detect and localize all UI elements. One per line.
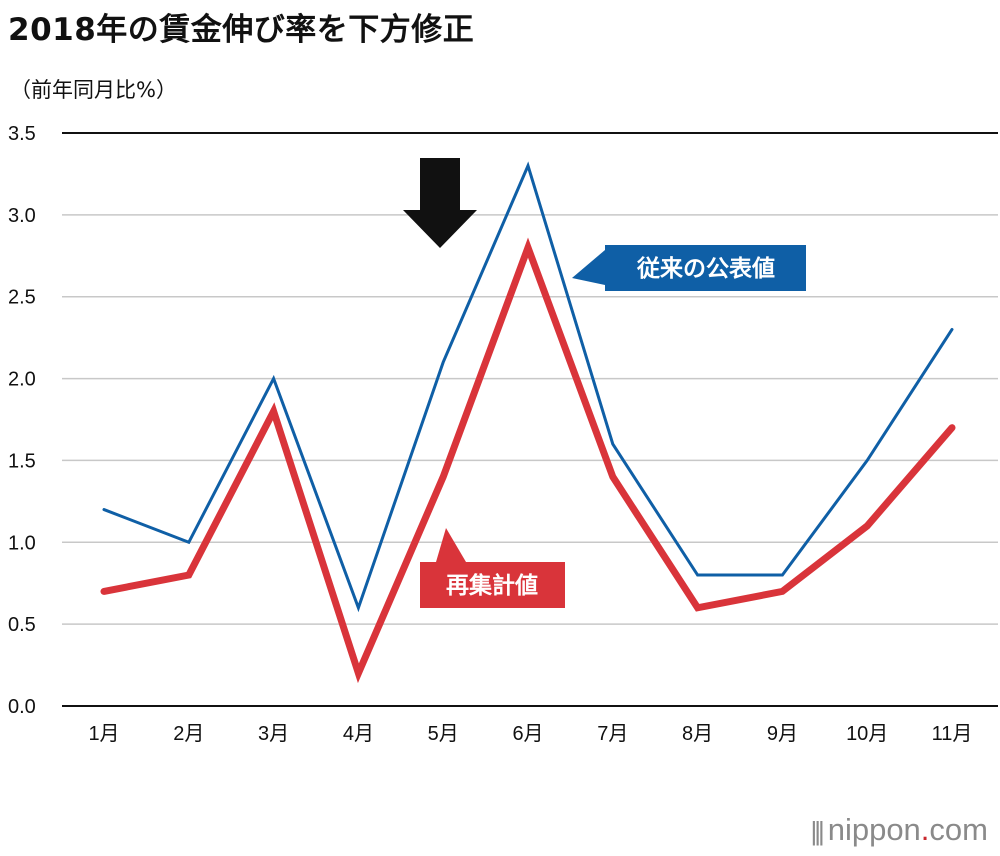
y-tick-label: 2.0 (8, 369, 36, 391)
legend-label-official-text: 従来の公表値 (636, 255, 775, 282)
chart-title: 2018年の賃金伸び率を下方修正 (8, 12, 475, 48)
legend-label-recount-text: 再集計値 (446, 572, 538, 599)
data-point (188, 541, 190, 543)
gridlines (62, 132, 998, 707)
data-point (781, 590, 783, 592)
x-tick-label: 1月 (88, 723, 119, 745)
x-tick-label: 9月 (767, 723, 798, 745)
data-point (951, 427, 953, 429)
data-point (527, 247, 529, 249)
data-point (442, 361, 444, 363)
data-point (697, 607, 699, 609)
logo-bars-icon: ||| (810, 816, 824, 846)
down-arrow-icon (403, 158, 477, 248)
data-point (951, 328, 953, 330)
y-tick-label: 0.0 (8, 696, 36, 718)
x-tick-label: 6月 (512, 723, 543, 745)
y-tick-label: 0.5 (8, 614, 36, 636)
x-tick-label: 10月 (846, 723, 888, 745)
legend-label-recount: 再集計値 (420, 528, 565, 608)
x-tick-label: 2月 (173, 723, 204, 745)
legend-label-official: 従来の公表値 (572, 245, 806, 291)
data-point (188, 574, 190, 576)
data-point (357, 607, 359, 609)
data-point (527, 165, 529, 167)
y-tick-label: 1.0 (8, 532, 36, 554)
data-point (866, 459, 868, 461)
y-tick-label: 2.5 (8, 287, 36, 309)
y-tick-label: 1.5 (8, 450, 36, 472)
data-point (442, 476, 444, 478)
series-lines (100, 161, 956, 684)
nippon-com-logo: ||| nippon.com (810, 812, 988, 847)
data-point (612, 476, 614, 478)
data-point (357, 672, 359, 674)
data-point (103, 590, 105, 592)
y-tick-label: 3.5 (8, 123, 36, 145)
data-point (612, 443, 614, 445)
x-tick-label: 7月 (597, 723, 628, 745)
x-tick-label: 4月 (343, 723, 374, 745)
y-axis-ticks: 0.0 0.5 1.0 1.5 2.0 2.5 3.0 3.5 (8, 123, 36, 718)
x-tick-label: 3月 (258, 723, 289, 745)
series-line-official (102, 161, 954, 613)
data-point (103, 509, 105, 511)
data-point (273, 378, 275, 380)
y-tick-label: 3.0 (8, 205, 36, 227)
data-point (273, 410, 275, 412)
x-tick-label: 11月 (932, 723, 973, 745)
x-axis-ticks: 1月 2月 3月 4月 5月 6月 7月 8月 9月 10月 11月 (88, 723, 972, 745)
x-tick-label: 8月 (682, 723, 713, 745)
data-point (697, 574, 699, 576)
x-tick-label: 5月 (428, 723, 459, 745)
data-point (866, 525, 868, 527)
y-axis-unit: （前年同月比%） (10, 78, 177, 102)
data-point (781, 574, 783, 576)
